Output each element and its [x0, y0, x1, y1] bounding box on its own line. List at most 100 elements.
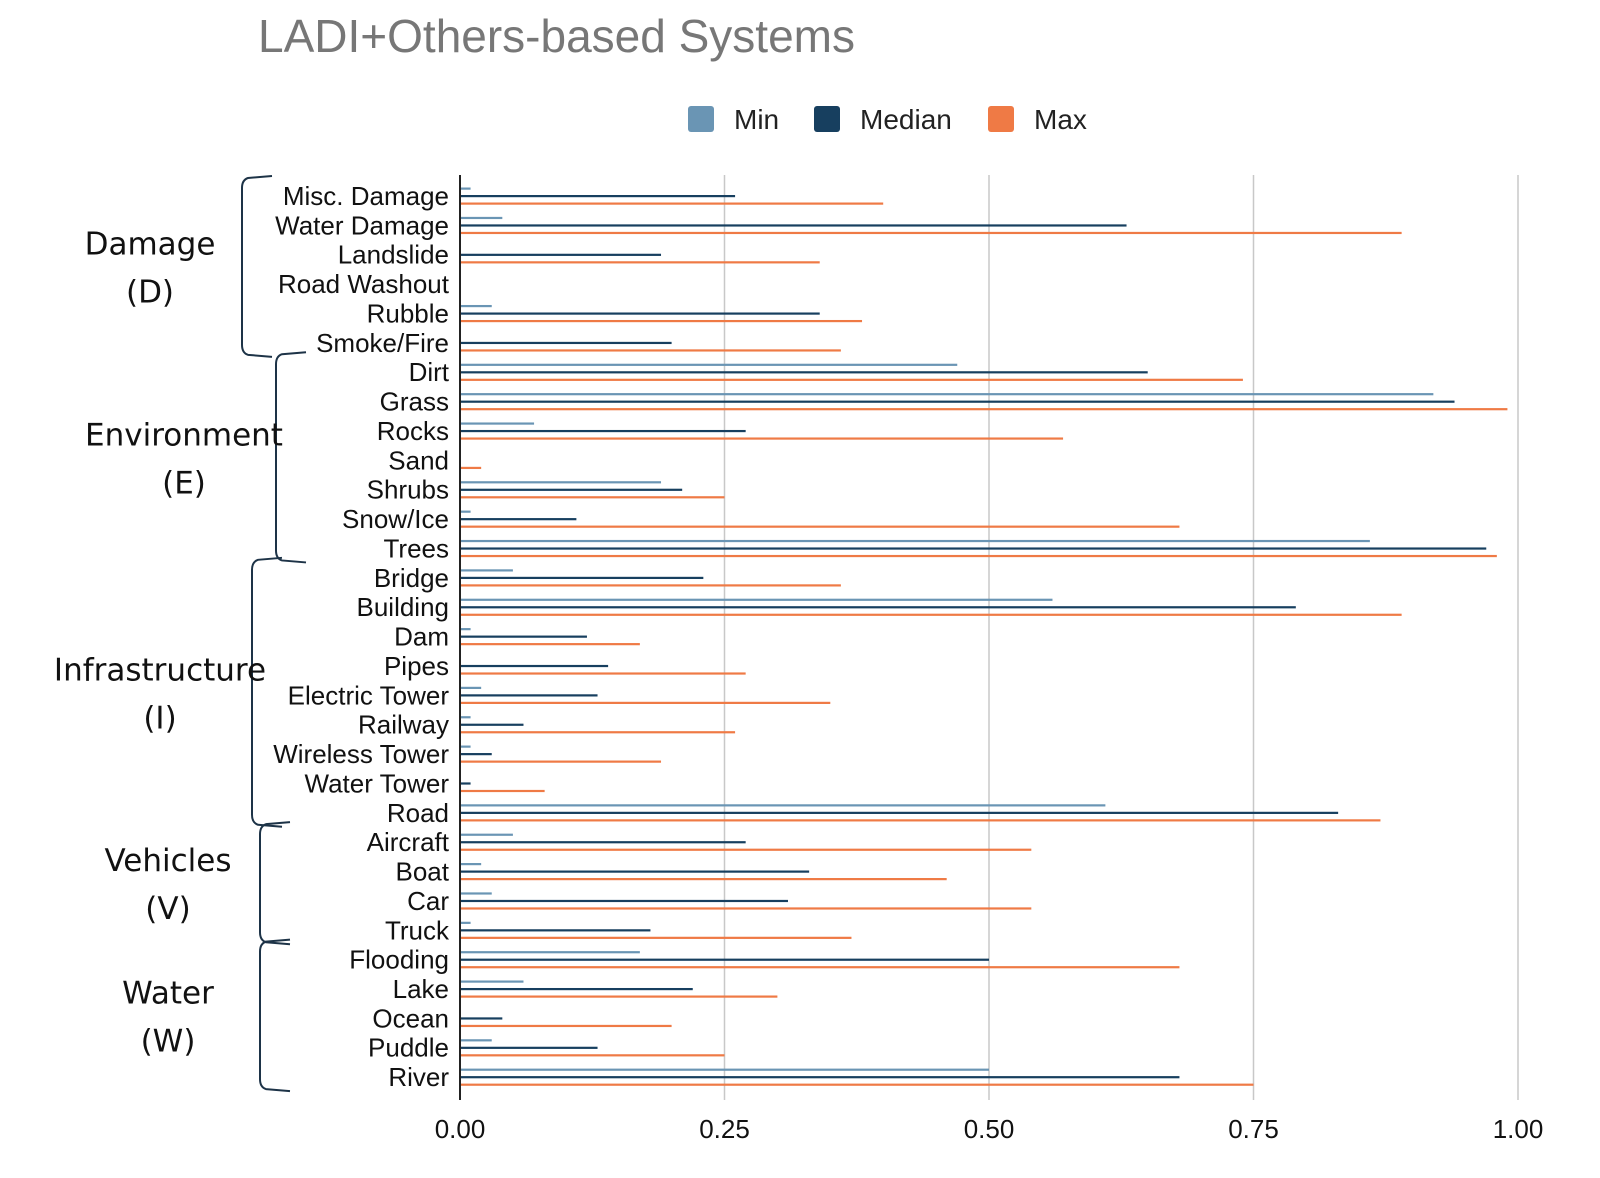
- bar-max-bridge: [460, 584, 841, 587]
- bar-max-electric-tower: [460, 701, 831, 704]
- legend-label-max: Max: [1034, 104, 1087, 135]
- bar-median-grass: [460, 400, 1455, 403]
- bar-min-wireless-tower: [460, 745, 471, 748]
- bar-max-shrubs: [460, 496, 725, 499]
- bar-max-landslide: [460, 261, 820, 264]
- bar-median-rubble: [460, 312, 820, 315]
- bar-median-electric-tower: [460, 694, 598, 697]
- bar-median-ocean: [460, 1017, 503, 1020]
- bar-min-puddle: [460, 1039, 492, 1042]
- bar-median-railway: [460, 723, 524, 726]
- bar-median-landslide: [460, 253, 662, 256]
- category-label: Rubble: [367, 298, 449, 328]
- bar-min-lake: [460, 980, 524, 983]
- bar-min-shrubs: [460, 481, 662, 484]
- x-tick-label: 1.00: [1493, 1114, 1544, 1144]
- gridlines: [723, 175, 1519, 1100]
- bar-median-trees: [460, 547, 1487, 550]
- bar-median-water-tower: [460, 782, 471, 785]
- category-label: Flooding: [349, 945, 449, 975]
- bar-min-grass: [460, 393, 1434, 396]
- bar-min-road: [460, 804, 1106, 807]
- category-label: Landslide: [338, 240, 449, 270]
- bar-min-bridge: [460, 569, 513, 572]
- bar-max-building: [460, 613, 1402, 616]
- group-code: (V): [145, 891, 190, 927]
- legend-label-min: Min: [734, 104, 779, 135]
- category-label: Bridge: [374, 563, 449, 593]
- group-label: Infrastructure: [54, 652, 266, 688]
- bar-max-lake: [460, 995, 778, 998]
- bar-median-puddle: [460, 1046, 598, 1049]
- group-brace: [251, 556, 283, 828]
- bar-min-dirt: [460, 363, 958, 366]
- group-labels: Damage (D) Environment (E) Infrastructure (I)…: [54, 175, 307, 1093]
- bar-max-water-tower: [460, 789, 545, 793]
- bar-median-car: [460, 899, 788, 903]
- category-label: Sand: [388, 445, 449, 475]
- category-label: Water Tower: [305, 768, 450, 798]
- bar-median-pipes: [460, 664, 609, 668]
- bar-min-rocks: [460, 422, 535, 425]
- bar-min-dam: [460, 628, 471, 631]
- bar-max-truck: [460, 936, 852, 939]
- bars: [460, 187, 1508, 1086]
- legend-label-median: Median: [860, 104, 952, 135]
- category-label: Wireless Tower: [273, 739, 449, 769]
- group-brace: [275, 351, 307, 564]
- category-label: Building: [356, 592, 449, 622]
- group-code: (D): [126, 274, 174, 310]
- bar-max-dam: [460, 643, 640, 646]
- category-label: Shrubs: [367, 475, 449, 505]
- bar-min-railway: [460, 716, 471, 719]
- bar-median-misc-damage: [460, 195, 736, 198]
- bar-median-dam: [460, 635, 587, 638]
- x-tick-label: 0.75: [1228, 1114, 1279, 1144]
- bar-max-river: [460, 1083, 1254, 1086]
- legend: Min Median Max: [688, 104, 1087, 135]
- bar-median-flooding: [460, 958, 989, 961]
- bar-median-rocks: [460, 429, 746, 433]
- bar-median-boat: [460, 870, 810, 873]
- legend-swatch-min: [688, 106, 714, 132]
- bar-median-bridge: [460, 576, 704, 580]
- bar-min-aircraft: [460, 833, 513, 836]
- x-tick-label: 0.25: [699, 1114, 750, 1144]
- bar-max-rocks: [460, 437, 1064, 440]
- x-tick-label: 0.50: [964, 1114, 1015, 1144]
- x-tick-label: 0.00: [435, 1114, 486, 1144]
- category-label: Railway: [358, 710, 449, 740]
- category-label: Rocks: [377, 416, 449, 446]
- category-label: Dirt: [409, 357, 450, 387]
- bar-median-dirt: [460, 371, 1148, 374]
- group-code: (I): [143, 700, 176, 736]
- bar-max-boat: [460, 878, 947, 881]
- chart-title: LADI+Others-based Systems: [258, 10, 855, 62]
- group-label: Vehicles: [104, 843, 231, 879]
- category-label: Trees: [384, 533, 450, 563]
- legend-swatch-max: [988, 106, 1014, 132]
- bar-max-aircraft: [460, 848, 1032, 851]
- bar-max-smoke-fire: [460, 349, 841, 352]
- category-label: Snow/Ice: [342, 504, 449, 534]
- bar-median-snow-ice: [460, 518, 577, 521]
- legend-swatch-median: [814, 106, 840, 132]
- bar-median-lake: [460, 987, 693, 991]
- group-label: Water: [122, 975, 214, 1011]
- category-label: River: [388, 1062, 449, 1092]
- bar-max-snow-ice: [460, 525, 1180, 528]
- group-code: (E): [162, 465, 206, 501]
- x-tick-labels: 0.00 0.25 0.50 0.75 1.00: [435, 1114, 1544, 1144]
- bar-max-ocean: [460, 1024, 672, 1028]
- bar-max-sand: [460, 466, 482, 470]
- bar-min-rubble: [460, 304, 492, 308]
- category-label: Puddle: [368, 1033, 449, 1063]
- bar-median-smoke-fire: [460, 341, 672, 345]
- bar-min-electric-tower: [460, 686, 482, 689]
- category-label: Pipes: [384, 651, 449, 681]
- category-label: Truck: [385, 915, 450, 945]
- bar-min-river: [460, 1068, 989, 1071]
- category-label: Ocean: [372, 1003, 449, 1033]
